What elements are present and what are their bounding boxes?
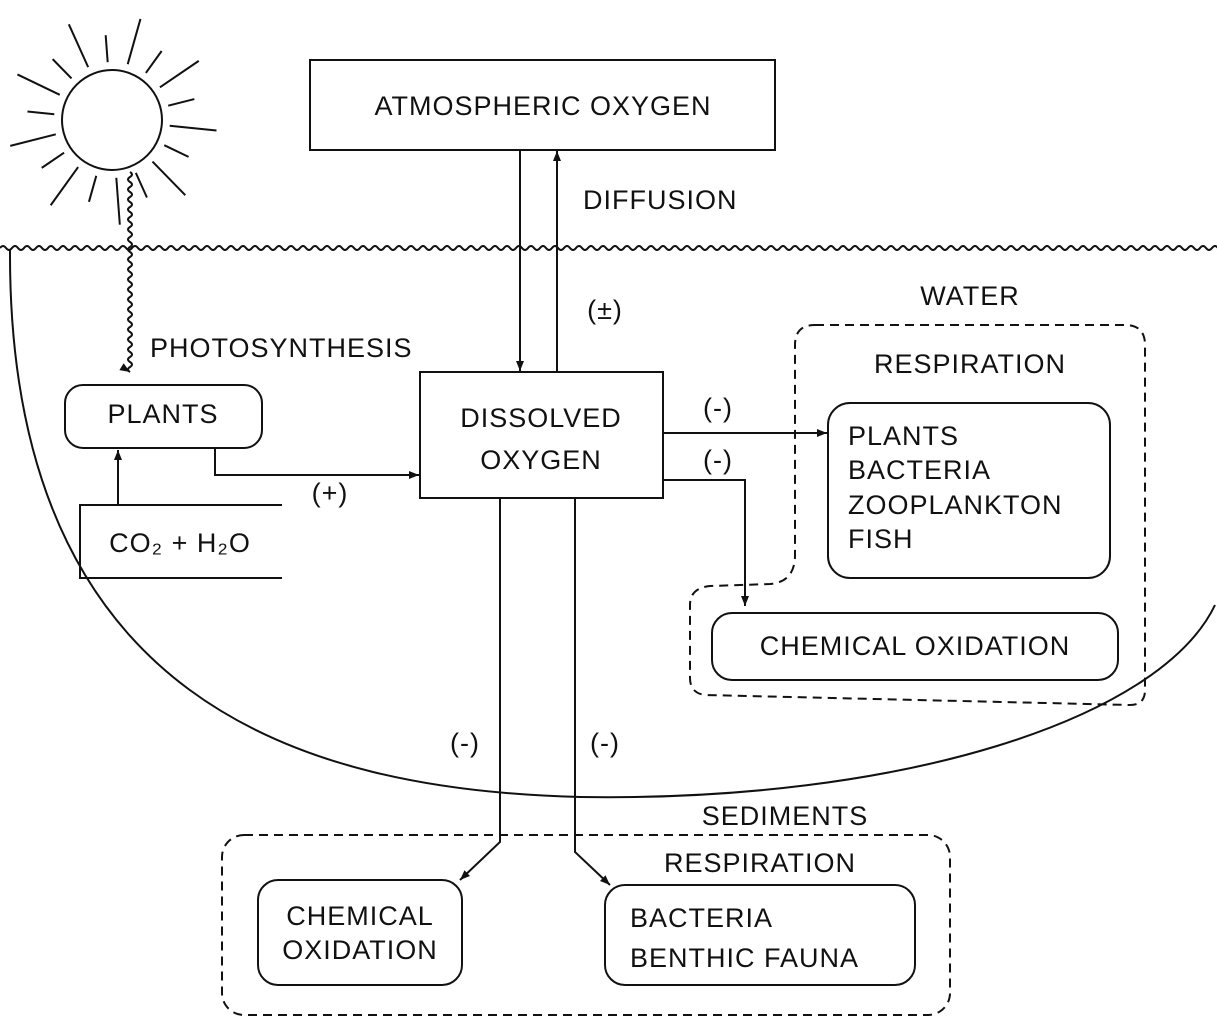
node-label: CHEMICAL OXIDATION	[760, 631, 1071, 661]
arrow	[663, 479, 749, 606]
edge-label: (-)	[450, 728, 480, 758]
sun	[9, 18, 217, 225]
arrow	[459, 498, 501, 881]
sediment-chemical-box	[257, 879, 463, 986]
edge-label: (-)	[590, 728, 620, 758]
node-label: CHEMICAL	[286, 901, 434, 931]
light-ray	[119, 171, 133, 373]
sun-ray	[145, 50, 163, 74]
sun-ray	[126, 18, 142, 65]
sun-ray	[169, 124, 217, 132]
region-label: RESPIRATION	[874, 349, 1066, 379]
sun-ray	[163, 144, 190, 158]
sun-ray	[87, 175, 98, 203]
dissolved-oxygen-box	[419, 371, 664, 499]
node-label: BENTHIC FAUNA	[630, 943, 859, 973]
sun-ray	[134, 172, 148, 198]
sun-ray	[16, 73, 61, 96]
sun-ray	[49, 166, 79, 206]
atmospheric-box	[309, 59, 776, 151]
node-label: CO₂ + H₂O	[109, 528, 251, 558]
sun-ray	[41, 151, 65, 169]
node-label: FISH	[848, 524, 914, 554]
benthic-box	[604, 884, 916, 986]
node-label: DISSOLVED	[460, 403, 622, 433]
arrow	[214, 448, 419, 479]
arrow	[574, 498, 611, 886]
node-label: ZOOPLANKTON	[848, 490, 1063, 520]
sun-ray	[104, 35, 109, 63]
region-label: SEDIMENTS	[702, 801, 869, 831]
node-label: PLANTS	[848, 421, 959, 451]
sun-ray	[67, 23, 90, 68]
co2-box	[79, 504, 282, 579]
plants-box	[64, 384, 263, 449]
respiration-region	[689, 324, 1146, 707]
node-label: BACTERIA	[630, 903, 773, 933]
sun-ray	[159, 60, 200, 89]
sun-ray	[151, 160, 187, 196]
organisms-box	[827, 402, 1111, 579]
edge-label: (+)	[312, 478, 349, 508]
edge-label: PHOTOSYNTHESIS	[150, 333, 413, 363]
sun-ray	[51, 58, 73, 80]
sediment-region	[221, 834, 951, 1016]
edge-label: DIFFUSION	[583, 185, 738, 215]
region-label: RESPIRATION	[664, 848, 856, 878]
node-label: OXYGEN	[480, 445, 602, 475]
node-label: ATMOSPHERIC OXYGEN	[374, 91, 711, 121]
node-label: PLANTS	[107, 399, 218, 429]
region-label: WATER	[920, 281, 1020, 311]
edge-label: (-)	[703, 393, 733, 423]
chemical-oxidation-box	[711, 612, 1119, 681]
sun-ray	[115, 177, 121, 225]
edge-label: (±)	[587, 295, 623, 325]
sun-ray	[167, 98, 195, 107]
sun-ray	[27, 110, 55, 116]
node-label: OXIDATION	[282, 935, 438, 965]
node-label: BACTERIA	[848, 455, 991, 485]
water-surface	[0, 245, 1217, 251]
sun-ray	[9, 133, 57, 147]
sun-disc	[61, 69, 163, 171]
edge-label: (-)	[703, 445, 733, 475]
water-boundary	[8, 249, 1216, 799]
